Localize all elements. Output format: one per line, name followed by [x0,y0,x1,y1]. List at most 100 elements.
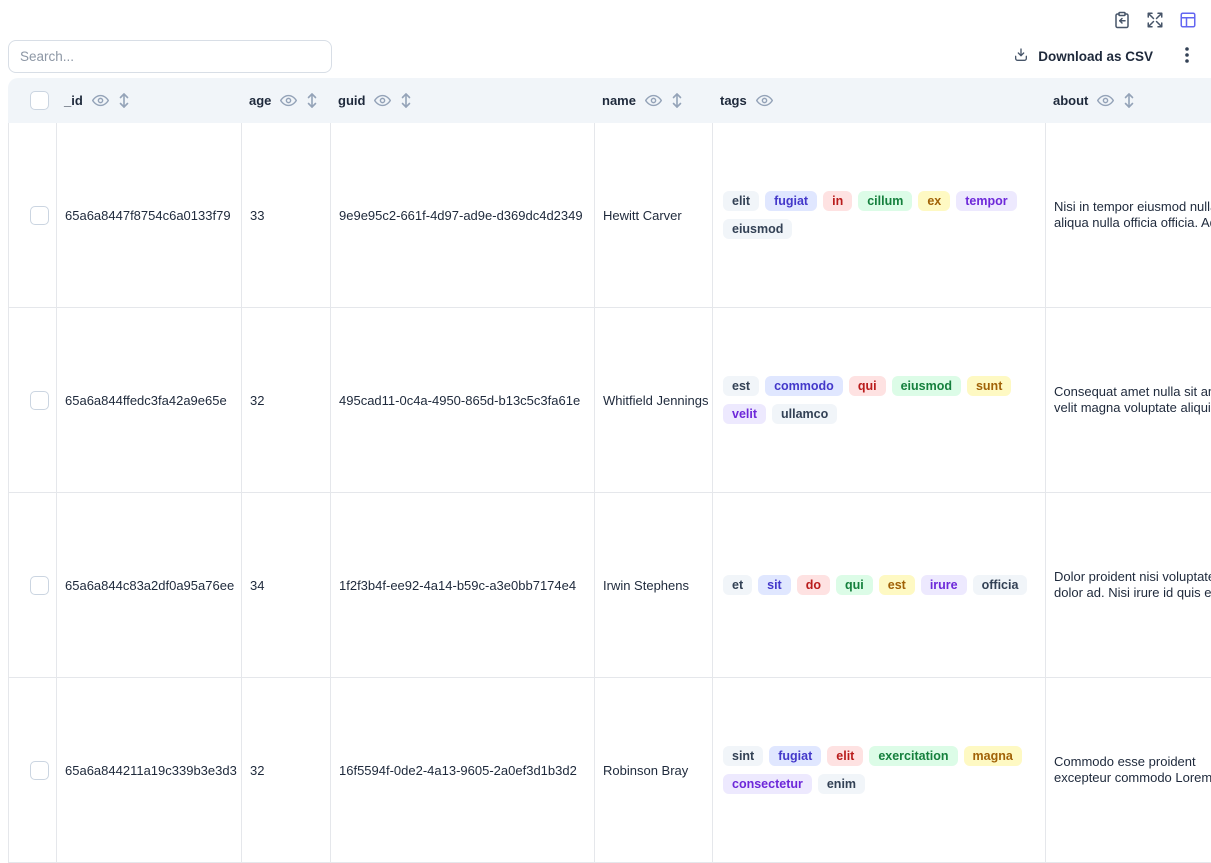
cell-name: Whitfield Jennings [595,308,713,492]
eye-icon[interactable] [91,92,109,109]
cell-guid: 495cad11-0c4a-4950-865d-b13c5c3fa61e [331,308,595,492]
cell-age: 33 [242,123,331,307]
tag-badge: sit [758,575,791,595]
tag-badge: consectetur [723,774,812,794]
column-label: tags [720,93,747,108]
eye-icon[interactable] [644,92,662,109]
tag-badge: elit [723,191,760,211]
row-checkbox[interactable] [30,205,49,225]
table-row: 65a6a844c83a2df0a95a76ee 34 1f2f3b4f-ee9… [8,493,1211,678]
cell-about: Consequat amet nulla sit amet velit magn… [1046,308,1211,492]
tag-badge: sint [723,746,764,766]
sort-icon[interactable] [671,92,683,109]
cell-tags: elit fugiat in cillum ex tempor eiusmod [713,123,1046,307]
expand-fullscreen-button[interactable] [1146,11,1164,32]
row-checkbox-cell [9,493,57,677]
column-header-age: age [241,92,330,109]
clipboard-paste-button[interactable] [1113,11,1131,32]
search-input[interactable] [8,39,332,73]
topbar [0,0,1211,34]
data-table: _id age guid name tags about [8,78,1211,863]
row-checkbox[interactable] [30,390,49,410]
table-row: 65a6a8447f8754c6a0133f79 33 9e9e95c2-661… [8,123,1211,308]
cell-id: 65a6a844ffedc3fa42a9e65e [57,308,242,492]
tag-badge: qui [848,376,886,396]
sort-icon[interactable] [306,92,318,109]
column-header-name: name [594,92,712,109]
cell-id: 65a6a8447f8754c6a0133f79 [57,123,242,307]
download-icon [1013,47,1029,66]
cell-name: Irwin Stephens [595,493,713,677]
cell-id: 65a6a844211a19c339b3e3d3 [57,678,242,862]
row-checkbox-cell [9,678,57,862]
download-csv-label: Download as CSV [1038,48,1153,64]
tag-badge: officia [972,575,1028,595]
row-checkbox-cell [9,308,57,492]
cell-tags: et sit do qui est irure officia [713,493,1046,677]
more-options-button[interactable] [1179,46,1195,67]
row-checkbox-cell [9,123,57,307]
sort-icon[interactable] [1123,92,1135,109]
about-text: Commodo esse proident excepteur commodo … [1054,754,1211,785]
tag-badge: velit [723,404,767,424]
tag-badge: qui [836,575,873,595]
kebab-menu-icon [1179,46,1195,67]
tag-badge: est [723,376,760,396]
column-label: name [602,93,636,108]
eye-icon[interactable] [755,92,773,109]
toolbar-right: Download as CSV [1013,46,1203,67]
cell-about: Dolor proident nisi voluptate dolor ad. … [1046,493,1211,677]
tag-badge: irure [920,575,967,595]
cell-guid: 9e9e95c2-661f-4d97-ad9e-d369dc4d2349 [331,123,595,307]
cell-about: Commodo esse proident excepteur commodo … [1046,678,1211,862]
table-view-button[interactable] [1179,11,1197,32]
tag-badge: exercitation [869,746,958,766]
tag-badge: tempor [956,191,1017,211]
about-text: Dolor proident nisi voluptate dolor ad. … [1054,569,1211,600]
cell-guid: 1f2f3b4f-ee92-4a14-b59c-a3e0bb7174e4 [331,493,595,677]
sort-icon[interactable] [118,92,130,109]
sort-icon[interactable] [400,92,412,109]
tag-badge: est [878,575,915,595]
clipboard-paste-icon [1113,11,1131,32]
cell-name: Hewitt Carver [595,123,713,307]
tag-badge: eiusmod [723,219,793,239]
tag-badge: in [823,191,853,211]
cell-age: 32 [242,308,331,492]
tag-badge: do [796,575,830,595]
column-header-guid: guid [330,92,594,109]
tag-badge: enim [817,774,866,794]
tag-badge: sunt [966,376,1012,396]
row-checkbox[interactable] [30,575,49,595]
cell-tags: sint fugiat elit exercitation magna cons… [713,678,1046,862]
eye-icon[interactable] [1097,92,1115,109]
cell-name: Robinson Bray [595,678,713,862]
expand-icon [1146,11,1164,32]
toolbar: Download as CSV [0,34,1211,78]
eye-icon[interactable] [280,92,298,109]
select-all-checkbox[interactable] [30,91,49,110]
tag-badge: commodo [765,376,843,396]
tag-badge: elit [827,746,864,766]
table-view-icon [1179,11,1197,32]
cell-tags: est commodo qui eiusmod sunt velit ullam… [713,308,1046,492]
download-csv-button[interactable]: Download as CSV [1013,47,1153,66]
column-header-id: _id [56,92,241,109]
column-header-tags: tags [712,92,1045,109]
tag-badge: magna [963,746,1022,766]
cell-guid: 16f5594f-0de2-4a13-9605-2a0ef3d1b3d2 [331,678,595,862]
table-row: 65a6a844211a19c339b3e3d3 32 16f5594f-0de… [8,678,1211,863]
header-checkbox-cell [8,91,56,110]
column-header-about: about [1045,92,1211,109]
tag-badge: cillum [858,191,913,211]
cell-id: 65a6a844c83a2df0a95a76ee [57,493,242,677]
cell-about: Nisi in tempor eiusmod nulla aliqua null… [1046,123,1211,307]
eye-icon[interactable] [374,92,392,109]
cell-age: 34 [242,493,331,677]
row-checkbox[interactable] [30,760,49,780]
table-row: 65a6a844ffedc3fa42a9e65e 32 495cad11-0c4… [8,308,1211,493]
tag-badge: ullamco [772,404,838,424]
column-label: guid [338,93,366,108]
table-header-row: _id age guid name tags about [8,78,1211,123]
cell-age: 32 [242,678,331,862]
